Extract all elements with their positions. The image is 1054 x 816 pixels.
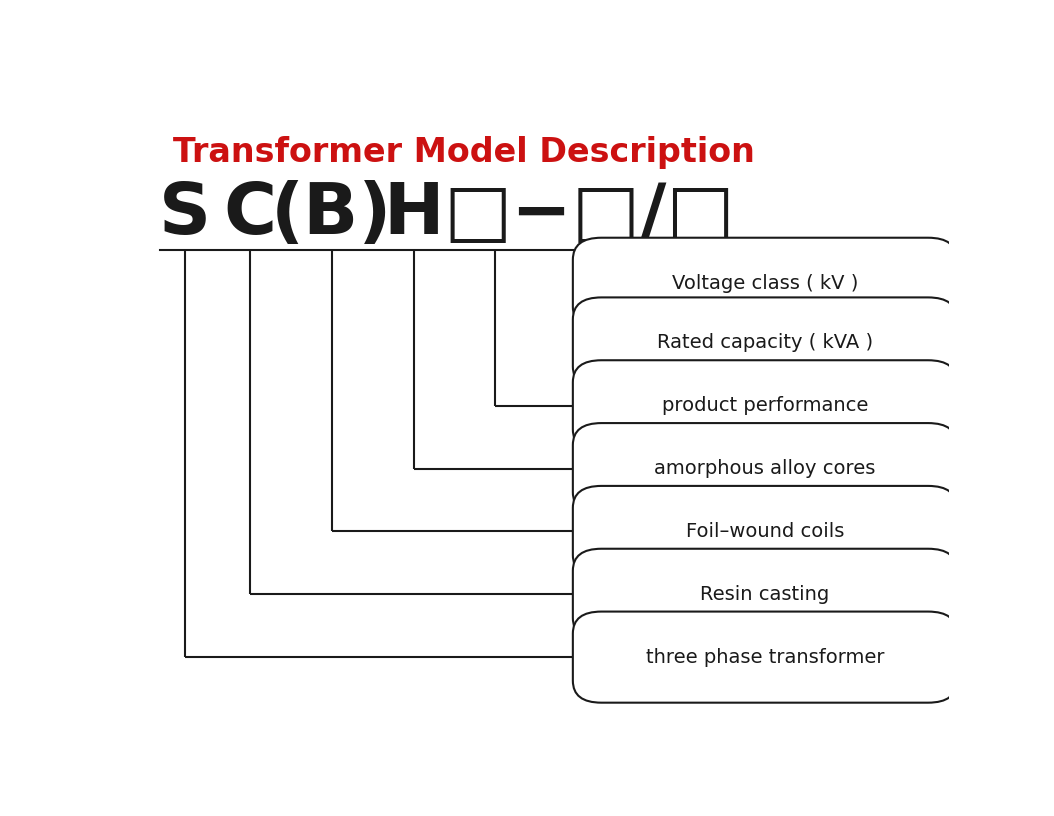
Text: □−□/□: □−□/□: [444, 180, 735, 249]
FancyBboxPatch shape: [573, 360, 957, 451]
Text: Transformer Model Description: Transformer Model Description: [173, 135, 755, 169]
Text: three phase transformer: three phase transformer: [645, 648, 884, 667]
Text: product performance: product performance: [662, 397, 868, 415]
FancyBboxPatch shape: [573, 297, 957, 388]
Text: amorphous alloy cores: amorphous alloy cores: [655, 459, 876, 478]
Text: Foil–wound coils: Foil–wound coils: [685, 522, 844, 541]
Text: S: S: [159, 180, 211, 249]
Text: Resin casting: Resin casting: [700, 585, 829, 604]
FancyBboxPatch shape: [573, 423, 957, 514]
FancyBboxPatch shape: [573, 486, 957, 577]
FancyBboxPatch shape: [573, 237, 957, 329]
FancyBboxPatch shape: [573, 548, 957, 640]
Text: C: C: [223, 180, 277, 249]
FancyBboxPatch shape: [573, 611, 957, 703]
Text: Voltage class ( kV ): Voltage class ( kV ): [671, 274, 858, 293]
Text: (B): (B): [271, 180, 392, 249]
Text: H: H: [384, 180, 444, 249]
Text: Rated capacity ( kVA ): Rated capacity ( kVA ): [657, 334, 873, 353]
